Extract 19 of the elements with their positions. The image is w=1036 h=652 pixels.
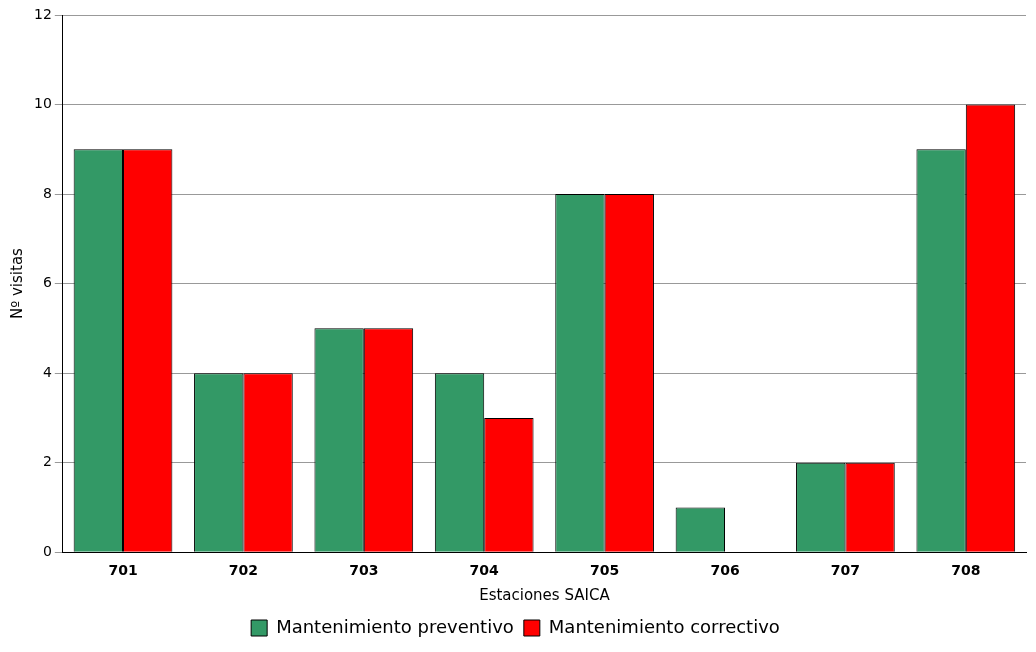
x-tick-label: 708 [951,562,981,579]
x-tick-label: 707 [830,562,861,579]
y-tick-label: 12 [33,5,52,22]
x-axis-title: Estaciones SAICA [479,585,611,604]
y-axis-title: Nº visitas [7,247,26,320]
y-tick-label: 4 [42,363,52,380]
x-tick-label: 704 [469,562,500,579]
legend-label: Mantenimiento correctivo [548,615,780,637]
y-tick-label: 6 [42,274,52,291]
x-tick-label: 706 [710,562,740,579]
x-tick-label: 701 [108,562,138,579]
legend-label: Mantenimiento preventivo [276,615,514,637]
y-tick-label: 0 [42,542,52,559]
y-tick-label: 8 [42,184,52,201]
x-tick-label: 702 [228,562,259,579]
x-tick-label: 703 [349,562,379,579]
y-tick-label: 10 [33,95,52,112]
y-tick-label: 2 [42,453,52,470]
x-tick-label: 705 [589,562,620,579]
